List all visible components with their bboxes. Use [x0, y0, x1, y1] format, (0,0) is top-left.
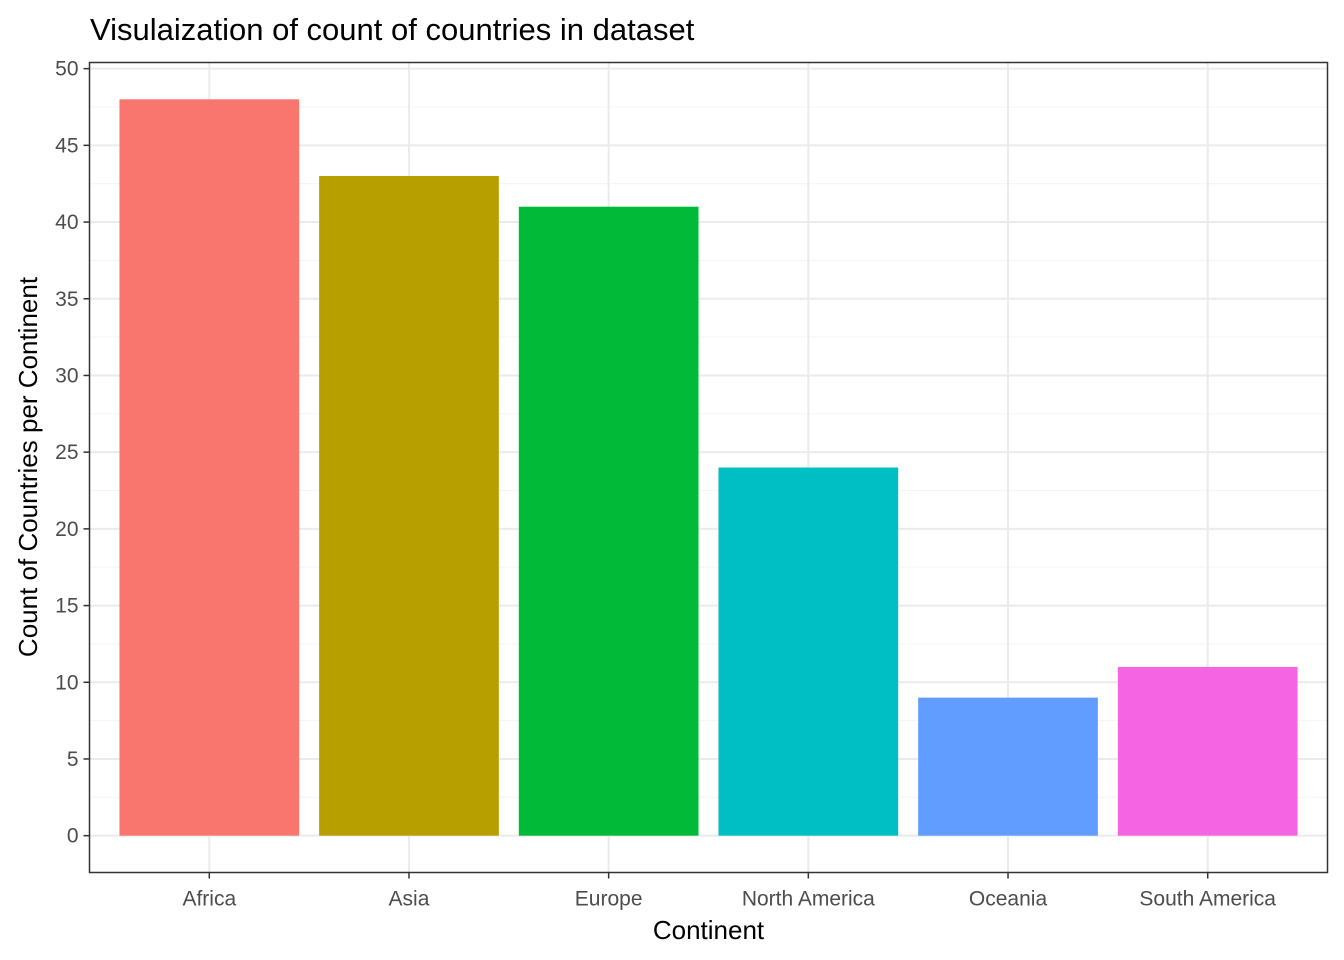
bars-group	[119, 99, 1298, 836]
x-tick-label: Asia	[389, 888, 430, 911]
panel-border	[88, 61, 1329, 874]
y-tick-label: 5	[67, 748, 79, 771]
y-axis: 0 5 10 15 20 25 30 35 40 45 50	[55, 58, 90, 848]
y-tick-label: 45	[55, 134, 78, 157]
x-axis: Africa Asia Europe North America Oceania Sout…	[182, 872, 1276, 911]
y-tick-label: 50	[55, 58, 78, 81]
x-tick-label: South America	[1139, 888, 1276, 911]
bar-south-america	[1117, 666, 1298, 836]
y-tick-label: 20	[55, 518, 78, 541]
x-tick-label: Europe	[575, 888, 643, 911]
x-axis-title: Continent	[653, 915, 765, 945]
bar-asia	[319, 176, 499, 836]
y-tick-label: 30	[55, 364, 78, 387]
x-tick-label: Africa	[182, 888, 236, 911]
chart-title: Visulaization of count of countries in d…	[90, 12, 695, 47]
bar-africa	[119, 99, 300, 836]
y-tick-label: 10	[55, 671, 78, 694]
y-tick-label: 25	[55, 441, 78, 464]
y-tick-label: 35	[55, 288, 78, 311]
bar-north-america	[718, 467, 899, 836]
x-tick-label: North America	[742, 888, 875, 911]
y-tick-label: 40	[55, 211, 78, 234]
y-tick-label: 0	[67, 825, 79, 848]
y-tick-label: 15	[55, 595, 78, 618]
x-tick-label: Oceania	[969, 888, 1048, 911]
bar-oceania	[918, 697, 1098, 836]
bar-europe	[518, 206, 699, 836]
y-axis-title: Count of Countries per Continent	[13, 276, 43, 657]
